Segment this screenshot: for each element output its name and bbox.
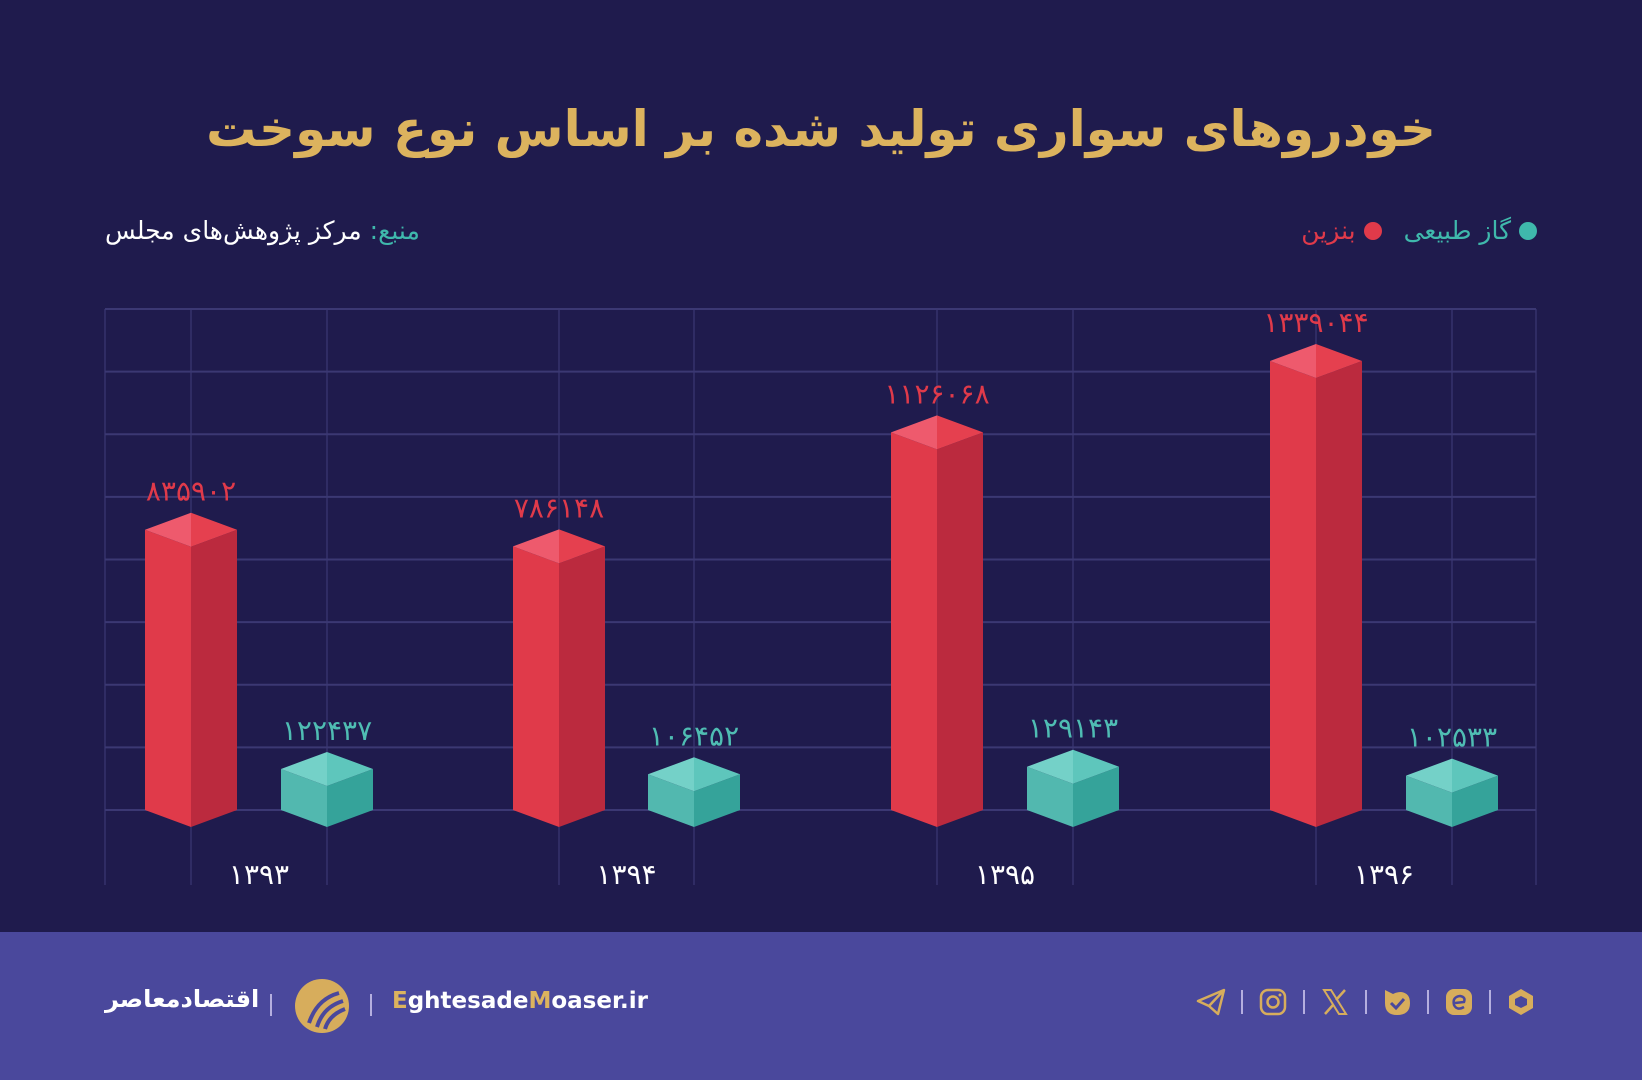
petrol-bar-right-face [191,529,237,827]
petrol-bar-top-right [937,415,983,450]
bale-icon[interactable] [1381,986,1413,1018]
gas-bar-top-right [327,751,373,786]
petrol-bar-left-face [145,529,191,827]
brand-logo [295,979,349,1033]
rubika-icon[interactable] [1505,986,1537,1018]
petrol-bar-top-right [1316,343,1362,378]
petrol-value-label: ۷۸۶۱۴۸ [514,491,604,524]
gas-bar-left-face [1027,766,1073,827]
petrol-bar-top-left [145,512,191,547]
gas-value-label: ۱۲۲۴۳۷ [282,714,372,747]
instagram-icon[interactable] [1257,986,1289,1018]
social-icons [1195,986,1537,1018]
petrol-bar-right-face [937,432,983,827]
legend-gas-dot [1519,221,1537,240]
legend-petrol-dot [1363,221,1382,240]
gas-bar-left-face [281,768,327,827]
petrol-bar-top-left [891,415,937,450]
petrol-bar-top-right [559,529,605,564]
petrol-bar-top-left [1270,343,1316,378]
telegram-icon[interactable] [1195,986,1227,1018]
gas-bar-top-right [1452,758,1498,793]
petrol-bar-top-right [191,512,237,547]
gas-bar-right-face [694,774,740,827]
gas-bar-left-face [648,774,694,827]
legend-petrol: بنزین [1301,216,1382,245]
chart-title: خودروهای سواری تولید شده بر اساس نوع سوخ… [206,100,1436,158]
source-value: مرکز پژوهش‌های مجلس [105,216,362,245]
legend-petrol-label: بنزین [1301,216,1356,245]
divider [270,994,272,1016]
x-icon[interactable] [1319,986,1351,1018]
petrol-bar-left-face [891,432,937,827]
legend: گاز طبیعی بنزین [1301,216,1537,245]
gas-bar-top-right [1073,749,1119,784]
brand-name: اقتصادمعاصر [105,985,260,1013]
logo-icon [307,991,346,1030]
gas-value-label: ۱۲۹۱۴۳ [1028,712,1118,745]
legend-gas: گاز طبیعی [1404,216,1537,245]
gas-bar-top-left [1027,749,1073,784]
petrol-bar-left-face [513,546,559,827]
gas-bar-right-face [1452,775,1498,827]
gas-value-label: ۱۰۲۵۳۳ [1407,721,1497,754]
petrol-bar-right-face [559,546,605,827]
legend-gas-label: گاز طبیعی [1403,216,1511,245]
petrol-bar-top-left [513,529,559,564]
divider [370,994,372,1016]
x-tick-label: ۱۳۹۳ [229,858,289,891]
petrol-bar-left-face [1270,360,1316,827]
gas-bar-right-face [1073,766,1119,827]
petrol-bar-right-face [1316,360,1362,827]
petrol-value-label: ۸۳۵۹۰۲ [146,475,236,508]
gas-bar-top-left [648,757,694,792]
source-label: منبع: [369,216,420,245]
footer: اقتصادمعاصر EghtesadeMoaser.ir [0,932,1642,1080]
source: منبع: مرکز پژوهش‌های مجلس [105,216,420,245]
gas-bar-top-left [281,751,327,786]
website-link[interactable]: EghtesadeMoaser.ir [392,988,648,1014]
gas-value-label: ۱۰۶۴۵۲ [649,719,739,752]
x-tick-label: ۱۳۹۴ [596,858,656,891]
x-tick-label: ۱۳۹۵ [975,858,1035,891]
gas-bar-left-face [1406,775,1452,827]
gas-bar-right-face [327,768,373,827]
gas-bar-top-left [1406,758,1452,793]
eitaa-icon[interactable] [1443,986,1475,1018]
petrol-value-label: ۱۱۲۶۰۶۸ [884,377,989,410]
gas-bar-top-right [694,757,740,792]
petrol-value-label: ۱۳۳۹۰۴۴ [1263,306,1368,339]
chart-area: ۸۳۵۹۰۲ ۷۸۶۱۴۸ ۱۱۲۶۰۶۸ ۱۳۳۹۰۴۴ ۱۲۲۴۳۷ ۱۰۶۴۵۲ ۱۲… [104,306,1537,891]
x-tick-label: ۱۳۹۶ [1354,858,1414,891]
